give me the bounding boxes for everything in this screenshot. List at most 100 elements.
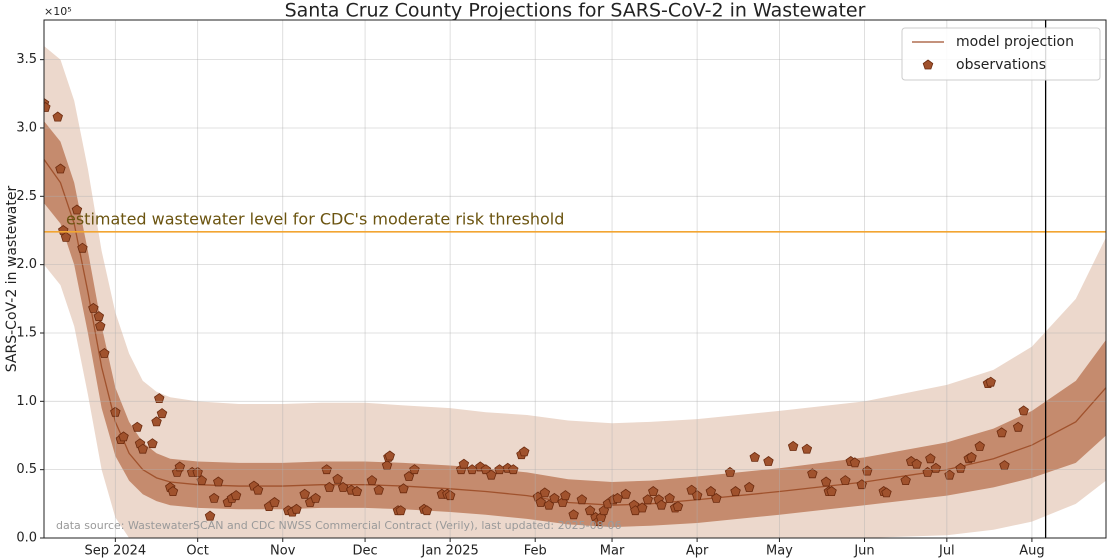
observation <box>208 492 220 503</box>
observation <box>337 481 349 492</box>
observation <box>55 163 66 174</box>
observation <box>974 440 985 451</box>
observation <box>71 204 83 215</box>
y-tick-label: 1.5 <box>16 325 37 340</box>
x-tick-label: May <box>766 544 793 559</box>
observation <box>849 457 861 468</box>
observation <box>642 494 653 505</box>
observation <box>458 458 470 469</box>
observation <box>332 473 343 484</box>
observation <box>648 486 659 497</box>
observation <box>840 475 851 486</box>
threshold-label: estimated wastewater level for CDC's mod… <box>66 209 564 228</box>
observation <box>156 408 168 419</box>
uncertainty-band <box>44 121 1106 528</box>
observation <box>535 497 546 507</box>
observation <box>911 458 922 469</box>
observation <box>174 461 186 472</box>
y-tick-label: 0.5 <box>16 462 37 477</box>
observation <box>132 421 143 432</box>
observation <box>60 231 72 242</box>
observation <box>373 484 384 495</box>
observation <box>480 464 492 475</box>
observation <box>996 427 1007 438</box>
observation <box>637 502 648 513</box>
y-axis-label: SARS-CoV-2 in wastewater <box>4 186 20 373</box>
x-tick-label: Jun <box>853 544 874 559</box>
observation <box>1018 405 1029 416</box>
y-tick-label: 2.0 <box>16 257 37 272</box>
observation <box>77 242 88 253</box>
y-tick-label: 3.0 <box>16 120 37 135</box>
x-tick-label: Jan 2025 <box>421 544 479 559</box>
observation <box>147 438 158 449</box>
observation <box>384 450 395 461</box>
observation <box>612 492 623 503</box>
observation <box>88 302 99 313</box>
y-tick-label: 3.5 <box>16 52 37 67</box>
observation <box>881 487 892 498</box>
observation <box>95 320 106 331</box>
x-tick-label: Oct <box>186 544 208 559</box>
observation <box>787 440 799 451</box>
x-tick-label: Nov <box>270 544 296 559</box>
observation <box>154 393 165 404</box>
observation <box>398 483 409 494</box>
observation <box>351 486 363 497</box>
observation <box>539 487 551 498</box>
x-tick-label: Jul <box>938 544 955 559</box>
x-tick-label: Aug <box>1019 544 1044 559</box>
observation <box>366 475 378 486</box>
observation <box>324 481 335 492</box>
y-offset-label: ×10⁵ <box>44 5 72 18</box>
observation <box>925 453 936 464</box>
observation <box>584 505 596 516</box>
observation <box>711 492 722 503</box>
observation <box>620 488 631 499</box>
y-tick-label: 1.0 <box>16 394 37 409</box>
observation <box>686 484 697 495</box>
observation <box>576 494 588 505</box>
observation <box>730 486 741 497</box>
observation <box>252 484 264 495</box>
x-tick-label: Sep 2024 <box>84 544 146 559</box>
legend-marker <box>922 59 934 70</box>
legend-label: model projection <box>956 34 1074 50</box>
observation <box>269 497 280 507</box>
observation <box>421 505 433 516</box>
observation <box>807 468 818 479</box>
y-tick-label: 2.5 <box>16 189 37 204</box>
observation <box>291 503 302 514</box>
observation <box>137 443 148 454</box>
observation <box>568 509 579 520</box>
legend-label: observations <box>956 57 1046 73</box>
chart-title: Santa Cruz County Projections for SARS-C… <box>285 0 866 22</box>
observation <box>820 476 832 487</box>
legend-box <box>901 27 1101 81</box>
x-tick-label: Dec <box>352 544 377 559</box>
observation <box>395 505 406 516</box>
observation <box>167 486 179 497</box>
observation <box>801 443 813 454</box>
observation <box>99 348 110 358</box>
uncertainty-band <box>44 45 1106 538</box>
observation <box>900 475 911 486</box>
observation <box>705 486 717 497</box>
observation <box>486 469 497 480</box>
observation <box>321 464 332 475</box>
observation <box>985 376 996 387</box>
x-tick-label: Feb <box>524 544 547 559</box>
observation <box>213 476 224 487</box>
observation <box>826 486 837 497</box>
observation <box>151 416 162 427</box>
observation <box>93 311 105 322</box>
observation <box>560 490 571 501</box>
observation <box>409 464 420 475</box>
observation <box>508 464 519 475</box>
observation <box>763 456 774 466</box>
observation <box>744 481 755 492</box>
observation <box>672 501 684 512</box>
observation <box>749 451 760 462</box>
x-tick-label: Mar <box>600 544 625 559</box>
